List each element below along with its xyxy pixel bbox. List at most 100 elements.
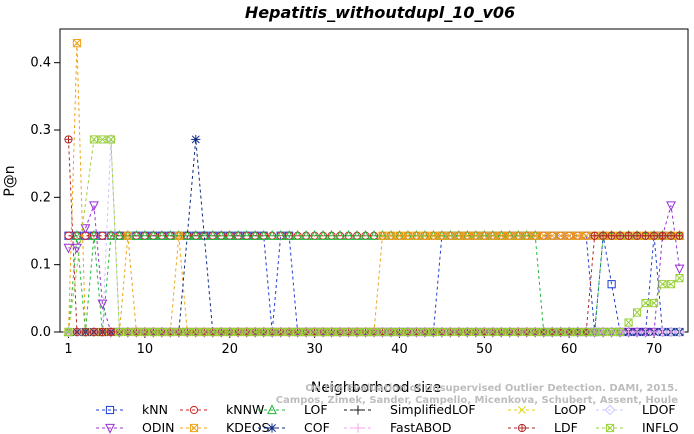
data-point: [605, 423, 615, 433]
data-point: [454, 327, 463, 337]
data-point: [658, 280, 667, 289]
data-point: [89, 229, 99, 240]
data-point: [335, 229, 345, 240]
data-point: [284, 229, 295, 240]
data-point: [412, 231, 421, 240]
data-point: [276, 327, 285, 337]
data-point: [98, 327, 107, 337]
data-point: [63, 243, 74, 254]
data-point: [632, 308, 642, 317]
data-point: [343, 229, 354, 240]
data-point: [105, 134, 117, 145]
data-point: [505, 327, 514, 337]
data-point: [675, 231, 684, 240]
data-point: [649, 298, 659, 308]
data-point: [189, 423, 199, 433]
data-point: [241, 229, 252, 240]
data-point: [114, 229, 125, 240]
data-point: [403, 327, 413, 337]
x-tick-label: 70: [646, 342, 663, 357]
data-point: [607, 231, 616, 240]
data-point: [403, 231, 413, 240]
data-point: [207, 229, 218, 240]
data-point: [233, 229, 244, 240]
axis-ticks: 1 10 20 30 40 50 60 70 0.0 0.1 0.2 0.3 0.4: [30, 56, 662, 357]
data-point: [531, 327, 540, 337]
data-point: [105, 423, 115, 434]
data-point: [123, 327, 132, 337]
legend-item-loop: LoOP: [508, 402, 586, 417]
data-point: [429, 327, 438, 337]
data-point: [522, 231, 531, 240]
data-point: [352, 229, 362, 240]
legend-label: FastABOD: [390, 420, 452, 434]
data-point: [327, 327, 336, 337]
legend-label: KDEOS: [226, 420, 270, 434]
legend-label: LDOF: [642, 402, 676, 417]
series-odin: [63, 201, 685, 338]
data-point: [293, 327, 302, 337]
data-point: [149, 327, 158, 337]
data-point: [522, 327, 531, 337]
legend-item-knnw: kNNW: [180, 402, 264, 417]
data-point: [148, 229, 159, 240]
data-point: [123, 231, 132, 240]
data-point: [98, 135, 107, 144]
data-point: [258, 229, 269, 240]
legend-item-kdeos: KDEOS: [180, 420, 270, 434]
data-point: [64, 327, 73, 337]
data-point: [64, 231, 73, 240]
data-point: [72, 327, 82, 337]
data-point: [309, 229, 320, 240]
legend-item-odin: ODIN: [96, 420, 175, 434]
data-point: [89, 135, 99, 144]
data-point: [616, 327, 625, 337]
data-point: [182, 229, 193, 240]
data-point: [106, 327, 116, 337]
data-point: [361, 327, 370, 337]
data-point: [666, 280, 676, 289]
data-point: [641, 231, 650, 240]
data-point: [497, 231, 506, 240]
data-point: [97, 299, 108, 310]
legend-item-ldf: LDF: [508, 420, 578, 434]
data-point: [353, 405, 363, 415]
legend-label: LOF: [304, 402, 328, 417]
data-point: [285, 327, 294, 337]
data-point: [666, 201, 676, 212]
data-point: [157, 327, 166, 337]
data-point: [225, 327, 234, 337]
data-point: [674, 264, 685, 275]
legend-item-fastabod: FastABOD: [344, 420, 452, 434]
data-point: [268, 327, 277, 337]
data-point: [72, 243, 82, 254]
data-point: [190, 229, 201, 240]
data-point: [480, 327, 489, 337]
data-point: [649, 231, 659, 240]
data-point: [318, 327, 328, 337]
data-point: [437, 231, 446, 240]
data-point: [420, 327, 430, 337]
data-point: [267, 404, 277, 415]
x-tick-label: 60: [561, 342, 578, 357]
legend-item-cof: COF: [258, 420, 330, 434]
data-point: [471, 231, 480, 240]
legend-item-lof: LOF: [258, 402, 328, 417]
data-point: [80, 224, 91, 235]
data-point: [607, 280, 616, 289]
data-point: [590, 327, 599, 337]
data-point: [301, 229, 312, 240]
data-point: [378, 327, 387, 337]
series-inflo: [64, 135, 684, 337]
data-point: [582, 327, 591, 337]
data-point: [514, 231, 523, 240]
watermark-line-2: Campos, Zimek, Sander, Campello, Micenko…: [276, 395, 678, 406]
data-point: [106, 229, 116, 240]
legend-item-knn: kNN: [96, 402, 168, 417]
y-tick-label: 0.4: [30, 56, 51, 71]
x-tick-label: 10: [137, 342, 154, 357]
data-point: [360, 229, 371, 240]
data-point: [115, 327, 124, 337]
data-point: [641, 298, 650, 308]
x-axis-label: Neighborhood size: [311, 380, 441, 396]
